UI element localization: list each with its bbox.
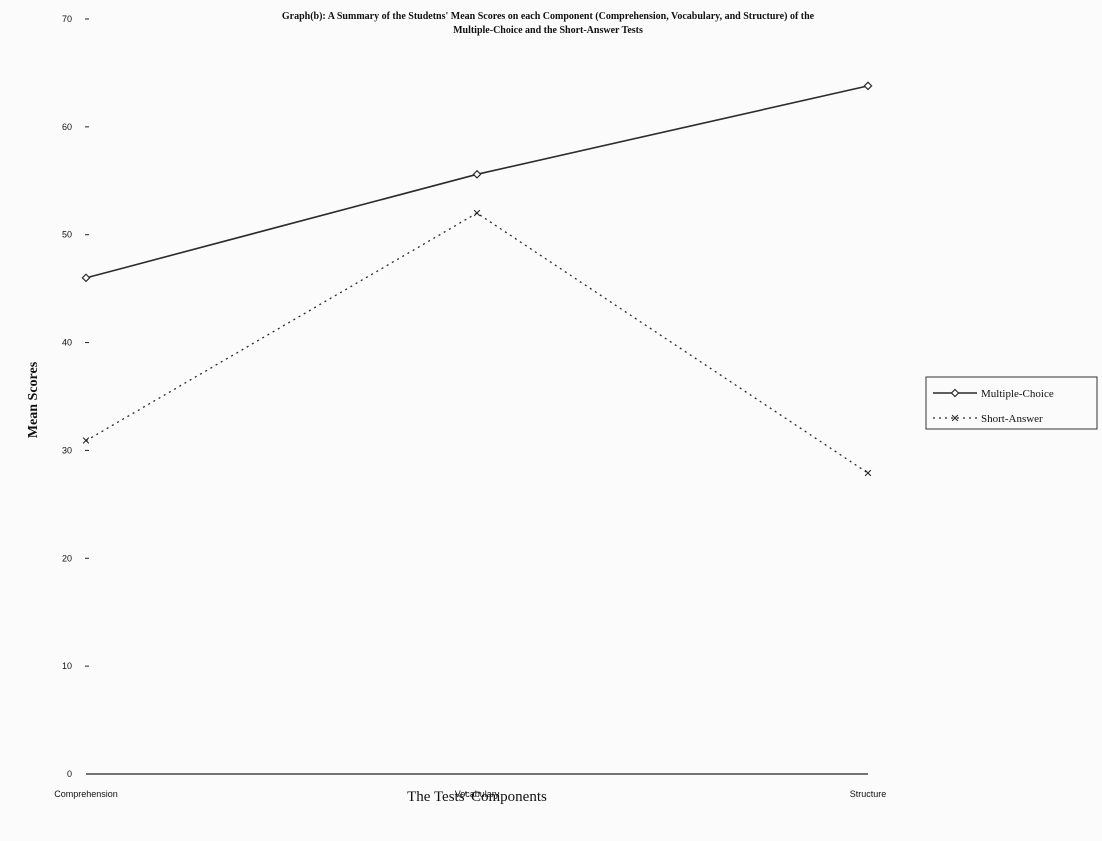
point-multiple-choice-structure — [863, 81, 873, 91]
chart-title-line-1: Graph(b): A Summary of the Studetns' Mea… — [282, 11, 815, 22]
y-tick-label-70: 70 — [62, 14, 72, 24]
y-axis-label: Mean Scores — [26, 361, 41, 438]
y-tick-label-40: 40 — [62, 338, 72, 348]
y-tick-label-20: 20 — [62, 553, 72, 563]
legend-label-short-answer: Short-Answer — [981, 413, 1043, 425]
y-tick-label-10: 10 — [62, 661, 72, 671]
legend-x-marker: ✕ — [950, 412, 959, 425]
y-tick-label-60: 60 — [62, 122, 72, 132]
point-multiple-choice-comprehension — [81, 273, 91, 283]
y-axis-ticks: 0 10 20 30 40 50 60 70 — [62, 14, 89, 779]
legend-diamond-marker — [950, 388, 960, 398]
x-category-label-vocabulary: Vocabulary — [455, 789, 500, 799]
x-category-label-comprehension: Comprehension — [54, 789, 118, 799]
legend: Multiple-Choice ✕ Short-Answer — [925, 376, 1098, 430]
point-short-answer-structure: ✕ — [863, 467, 872, 480]
series-layer: ✕ ✕ ✕ — [81, 81, 873, 480]
legend-box — [925, 376, 1098, 430]
x-category-label-structure: Structure — [850, 789, 887, 799]
chart-title-line-2: Multiple-Choice and the Short-Answer Tes… — [453, 25, 643, 36]
y-tick-label-50: 50 — [62, 230, 72, 240]
legend-label-multiple-choice: Multiple-Choice — [981, 388, 1054, 400]
x-axis-categories: Comprehension Vocabulary Structure — [54, 789, 886, 799]
y-tick-label-30: 30 — [62, 445, 72, 455]
point-multiple-choice-vocabulary — [472, 169, 482, 179]
y-tick-label-0: 0 — [67, 769, 72, 779]
point-short-answer-comprehension: ✕ — [81, 435, 90, 448]
x-axis-label: The Tests' Components — [407, 789, 547, 805]
series-line-short-answer — [85, 212, 869, 474]
point-short-answer-vocabulary: ✕ — [472, 207, 481, 220]
series-line-multiple-choice — [85, 85, 869, 279]
